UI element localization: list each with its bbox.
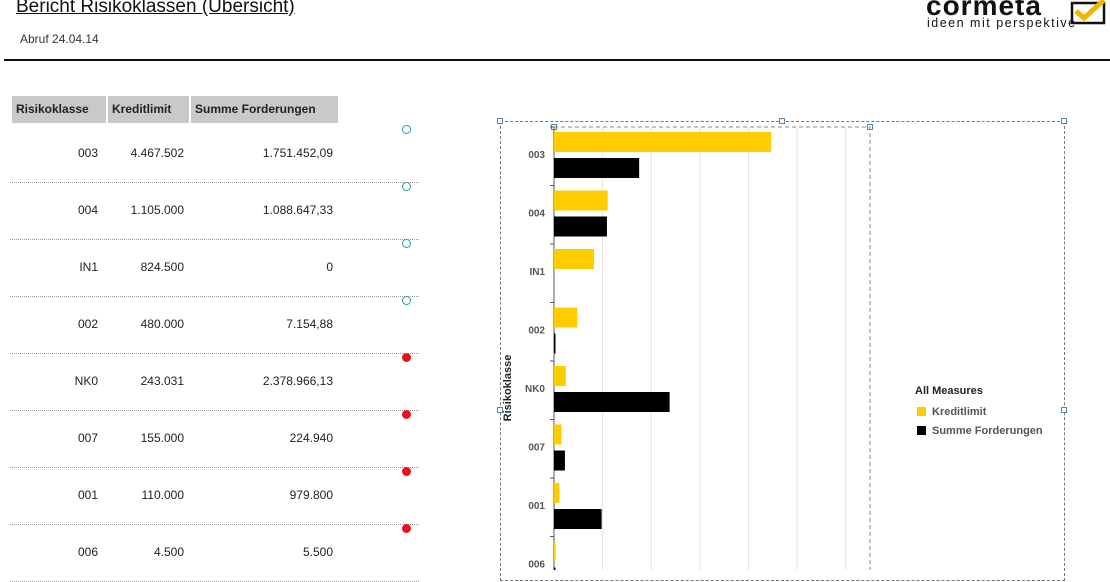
header-rule <box>4 59 1110 61</box>
bar-chart: 003 004 IN1 002 NK0 007 001 006 <box>525 126 871 571</box>
cell-risikoklasse: 007 <box>77 431 98 445</box>
cell-summe-forderungen: 7.154,88 <box>286 317 333 331</box>
legend-label: Summe Forderungen <box>932 425 1043 437</box>
bar-summe-forderungen <box>554 333 556 354</box>
plot-border <box>554 126 871 570</box>
y-tick-label: 002 <box>528 326 545 337</box>
cell-kreditlimit: 155.000 <box>140 431 184 445</box>
cell-kreditlimit: 4.500 <box>153 545 184 559</box>
col-header-risikoklasse[interactable]: Risikoklasse <box>12 96 106 123</box>
status-alert-icon <box>402 524 411 533</box>
y-tick-label: 006 <box>528 560 545 571</box>
page-title: Bericht Risikoklassen (Übersicht) <box>16 0 295 17</box>
bar-summe-forderungen <box>554 158 640 178</box>
legend-swatch-summe <box>917 426 926 435</box>
y-tick-label: 001 <box>528 501 545 512</box>
bar-summe-forderungen <box>554 450 565 471</box>
cell-risikoklasse: NK0 <box>74 374 98 388</box>
y-tick-label: IN1 <box>529 267 545 278</box>
legend-item-summe[interactable]: Summe Forderungen <box>917 425 1043 437</box>
col-header-summe-forderungen[interactable]: Summe Forderungen <box>191 96 338 123</box>
report-date: Abruf 24.04.14 <box>20 32 99 46</box>
resize-handle[interactable] <box>497 407 503 413</box>
y-tick-label: NK0 <box>525 384 545 395</box>
table-row[interactable]: 007 155.000 224.940 <box>10 410 419 468</box>
y-axis-title: Risikoklasse <box>502 354 514 422</box>
logo-brand: cormeta <box>926 0 1042 21</box>
cell-kreditlimit: 824.500 <box>140 260 184 274</box>
cell-kreditlimit: 1.105.000 <box>130 203 184 217</box>
resize-handle[interactable] <box>497 118 503 124</box>
bar-kreditlimit <box>554 424 562 445</box>
cell-kreditlimit: 480.000 <box>140 317 184 331</box>
bar-summe-forderungen <box>554 567 556 570</box>
cell-summe-forderungen: 224.940 <box>289 431 333 445</box>
cell-risikoklasse: 001 <box>77 488 98 502</box>
legend-item-kreditlimit[interactable]: Kreditlimit <box>917 406 986 418</box>
cell-summe-forderungen: 1.088.647,33 <box>262 203 333 217</box>
table-row[interactable]: NK0 243.031 2.378.966,13 <box>10 353 419 411</box>
resize-handle[interactable] <box>1061 118 1067 124</box>
status-ok-icon <box>402 125 411 134</box>
status-ok-icon <box>402 239 411 248</box>
cell-summe-forderungen: 0 <box>326 260 333 274</box>
legend-label: Kreditlimit <box>932 406 987 418</box>
bar-kreditlimit <box>554 366 566 386</box>
bar-kreditlimit <box>554 190 608 211</box>
cell-summe-forderungen: 1.751.452,09 <box>262 146 333 160</box>
cell-risikoklasse: 004 <box>77 203 98 217</box>
envelope-icon <box>1070 0 1106 25</box>
bar-kreditlimit <box>554 483 560 503</box>
y-tick-label: 007 <box>528 443 545 454</box>
table-row[interactable]: 003 4.467.502 1.751.452,09 <box>10 125 419 183</box>
bar-summe-forderungen <box>554 392 670 412</box>
logo-tagline: ideen mit perspektive <box>927 16 1077 30</box>
cell-kreditlimit: 110.000 <box>141 488 185 502</box>
cell-summe-forderungen: 2.378.966,13 <box>262 374 333 388</box>
cell-risikoklasse: 002 <box>77 317 98 331</box>
y-tick-label: 004 <box>528 209 545 220</box>
table-row[interactable]: 004 1.105.000 1.088.647,33 <box>10 182 419 240</box>
bar-kreditlimit <box>554 249 595 269</box>
y-tick-label: 003 <box>528 150 545 161</box>
resize-handle[interactable] <box>1061 407 1067 413</box>
cell-risikoklasse: IN1 <box>79 260 98 274</box>
bar-kreditlimit <box>554 541 556 562</box>
table-row[interactable]: 002 480.000 7.154,88 <box>10 296 419 354</box>
cell-kreditlimit: 243.031 <box>140 374 184 388</box>
col-header-kreditlimit[interactable]: Kreditlimit <box>108 96 189 123</box>
cell-risikoklasse: 003 <box>77 146 98 160</box>
cell-risikoklasse: 006 <box>77 545 98 559</box>
status-ok-icon <box>402 296 411 305</box>
cell-summe-forderungen: 5.500 <box>302 545 333 559</box>
bar-summe-forderungen <box>554 216 607 237</box>
status-alert-icon <box>402 353 411 362</box>
cell-kreditlimit: 4.467.502 <box>130 146 184 160</box>
legend-title: All Measures <box>915 385 983 397</box>
bar-summe-forderungen <box>554 509 602 529</box>
cell-summe-forderungen: 979.800 <box>289 488 333 502</box>
status-ok-icon <box>402 182 411 191</box>
status-alert-icon <box>402 467 411 476</box>
table-row[interactable]: 001 110.000 979.800 <box>10 467 419 525</box>
resize-handle[interactable] <box>779 118 785 124</box>
table-row[interactable]: IN1 824.500 0 <box>10 239 419 297</box>
legend-swatch-kreditlimit <box>917 407 926 416</box>
bar-kreditlimit <box>554 132 772 152</box>
bar-kreditlimit <box>554 307 578 328</box>
company-logo: cormeta ideen mit perspektive <box>920 0 1110 46</box>
status-alert-icon <box>402 410 411 419</box>
